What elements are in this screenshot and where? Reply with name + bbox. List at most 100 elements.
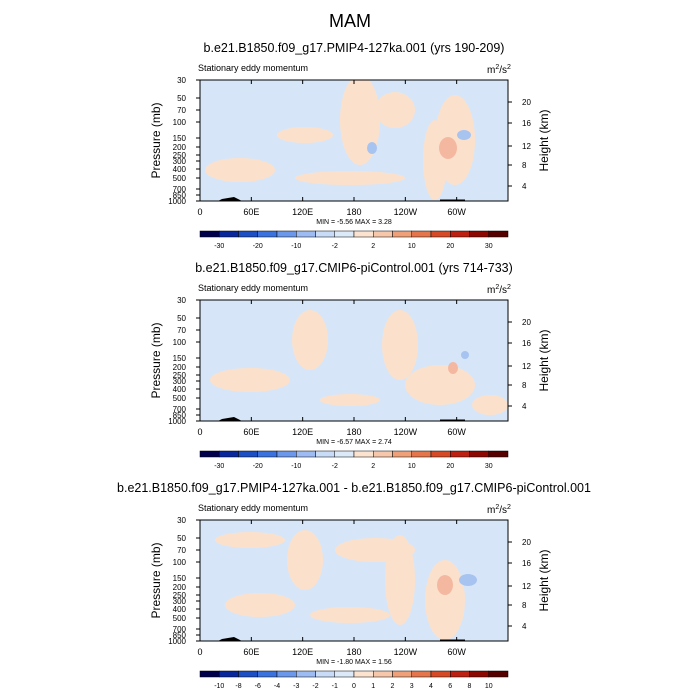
y-tick-label: 250 (173, 591, 187, 600)
units-exp: 2 (495, 504, 499, 511)
y2-tick-label: 12 (522, 582, 531, 591)
x-tick-label: 60E (243, 427, 259, 437)
colorbar-swatch (219, 450, 239, 458)
colorbar-swatch (199, 450, 220, 458)
colorbar-swatch (199, 670, 220, 678)
colorbar-label: -3 (293, 683, 299, 690)
x-tick-label: 0 (197, 427, 202, 437)
positive-field-region (382, 310, 418, 380)
colorbar-swatch (450, 450, 470, 458)
colorbar-label: 30 (485, 243, 493, 250)
colorbar-swatch (199, 230, 220, 238)
y2-tick-label: 4 (522, 402, 527, 411)
colorbar-label: -10 (291, 463, 301, 470)
y2-tick-label: 16 (522, 559, 531, 568)
y-tick-label: 400 (173, 385, 187, 394)
colorbar-label: -10 (214, 683, 224, 690)
colorbar-swatch (373, 450, 393, 458)
x-tick-label: 60W (447, 427, 466, 437)
y-tick-label: 30 (177, 296, 186, 305)
colorbar-swatch (296, 670, 316, 678)
y-tick-label: 100 (173, 118, 187, 127)
y-tick-label: 100 (173, 558, 187, 567)
y-axis-label: Pressure (mb) (149, 542, 163, 618)
colorbar-swatch (219, 230, 239, 238)
x-tick-label: 120E (292, 647, 313, 657)
colorbar-swatch (469, 670, 489, 678)
units-base: m (487, 505, 495, 516)
negative-field-region (459, 574, 477, 586)
colorbar-swatch (430, 450, 451, 458)
strong-positive-region (439, 137, 457, 159)
negative-field-region (457, 130, 471, 140)
colorbar-swatch (238, 670, 258, 678)
panel-left-label: Stationary eddy momentum (198, 283, 308, 293)
y2-axis-label: Height (km) (537, 549, 551, 611)
units-base: m (487, 65, 495, 76)
minmax-label: MIN = -5.56 MAX = 3.28 (316, 219, 392, 226)
y-tick-label: 850 (173, 411, 187, 420)
positive-field-region (435, 95, 475, 185)
units-mid: /s (499, 65, 507, 76)
y2-tick-label: 8 (522, 601, 527, 610)
colorbar-label: 10 (485, 683, 493, 690)
colorbar-swatch (238, 230, 258, 238)
units-mid: /s (499, 285, 507, 296)
colorbar-swatch (276, 450, 297, 458)
units-exp: 2 (507, 64, 511, 71)
figure-title: MAM (329, 11, 371, 31)
y-tick-label: 50 (177, 534, 186, 543)
colorbar-label: 3 (410, 683, 414, 690)
y-tick-label: 700 (173, 405, 187, 414)
colorbar-swatch (411, 670, 432, 678)
units-mid: /s (499, 505, 507, 516)
colorbar-label: -30 (214, 463, 224, 470)
y2-tick-label: 8 (522, 161, 527, 170)
colorbar-swatch (334, 230, 355, 238)
y2-tick-label: 12 (522, 362, 531, 371)
y2-axis-label: Height (km) (537, 329, 551, 391)
colorbar-label: -2 (312, 683, 318, 690)
y2-tick-label: 20 (522, 538, 531, 547)
y-tick-label: 300 (173, 157, 187, 166)
colorbar-label: -1 (332, 683, 338, 690)
shaded-fields (205, 80, 475, 200)
positive-field-region (295, 171, 405, 185)
panel-left-label: Stationary eddy momentum (198, 503, 308, 513)
shaded-fields (215, 530, 477, 640)
positive-field-region (225, 593, 295, 617)
y-tick-label: 400 (173, 605, 187, 614)
colorbar-swatch (238, 450, 258, 458)
x-tick-label: 180 (346, 427, 361, 437)
topography-mask (440, 199, 465, 201)
colorbar-swatch (315, 230, 335, 238)
positive-field-region (205, 158, 275, 182)
units-exp: 2 (507, 284, 511, 291)
colorbar-swatch (315, 450, 335, 458)
colorbar-swatch (257, 670, 278, 678)
positive-field-region (405, 365, 475, 405)
colorbar-swatch (488, 450, 509, 458)
shaded-fields (210, 310, 508, 415)
units-label: m2/s2 (487, 64, 511, 76)
colorbar-swatch (334, 670, 355, 678)
colorbar-swatch (430, 670, 451, 678)
colorbar-swatch (219, 670, 239, 678)
colorbar-label: -6 (255, 683, 261, 690)
x-tick-label: 120W (394, 427, 418, 437)
colorbar-swatch (276, 670, 297, 678)
strong-positive-region (448, 362, 458, 374)
strong-positive-region (437, 575, 453, 595)
colorbar-swatch (392, 670, 412, 678)
y-tick-label: 70 (177, 106, 186, 115)
x-tick-label: 60E (243, 207, 259, 217)
y-tick-label: 150 (173, 354, 187, 363)
positive-field-region (287, 530, 323, 590)
colorbar-label: 2 (371, 463, 375, 470)
colorbar-label: 20 (446, 463, 454, 470)
colorbar-label: 20 (446, 243, 454, 250)
colorbar-swatch (353, 450, 374, 458)
colorbar-swatch (488, 670, 509, 678)
y-tick-label: 300 (173, 377, 187, 386)
